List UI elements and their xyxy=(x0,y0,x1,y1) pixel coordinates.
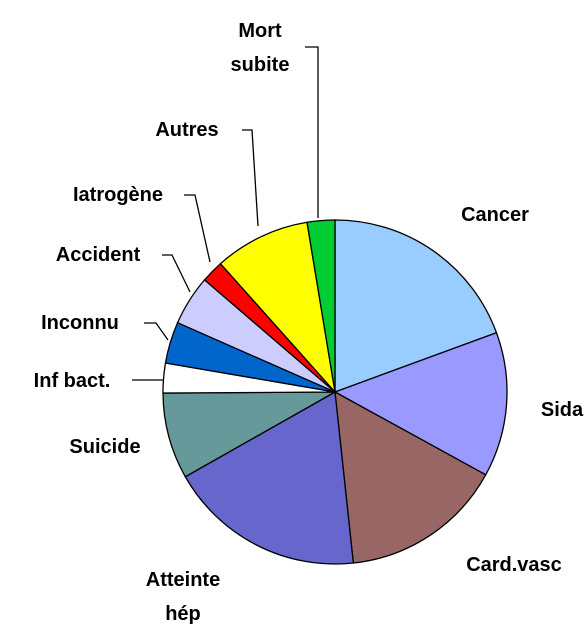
pie-slice xyxy=(334,390,487,564)
slice-label: Mort subite xyxy=(230,20,290,76)
pie-slice xyxy=(162,391,338,478)
pie-slice xyxy=(184,390,355,565)
slice-label: Suicide xyxy=(69,436,141,458)
pie-slice xyxy=(219,221,337,395)
slice-label: Inconnu xyxy=(41,312,119,334)
slice-label: Accident xyxy=(55,244,141,266)
leader-line xyxy=(162,254,191,293)
pie-slice xyxy=(333,331,508,476)
slice-label: Cancer xyxy=(461,204,529,226)
slices xyxy=(162,219,508,565)
slice-label: Autres xyxy=(155,119,219,141)
leader-lines xyxy=(132,46,319,381)
leader-line xyxy=(184,194,211,263)
slice-label: Sida xyxy=(540,399,584,421)
pie-slice xyxy=(306,219,336,393)
pie-slice xyxy=(334,219,498,393)
slice-label: Atteinte hép xyxy=(145,569,221,625)
leader-line xyxy=(242,129,259,227)
leader-line xyxy=(144,322,169,341)
slice-label: Inf bact. xyxy=(33,370,111,392)
leader-line xyxy=(305,46,319,218)
slice-label: Iatrogène xyxy=(72,184,164,206)
slice-label: Card.vasc xyxy=(466,554,562,576)
